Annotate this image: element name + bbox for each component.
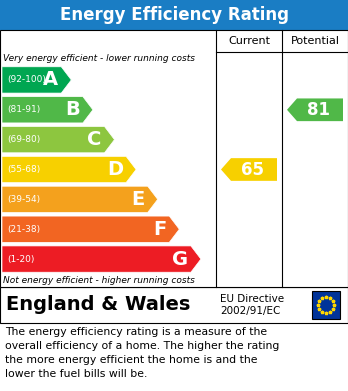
Polygon shape — [2, 97, 93, 123]
Bar — [0, 287, 348, 323]
Polygon shape — [2, 67, 71, 93]
Bar — [0, 0, 348, 30]
Text: C: C — [87, 130, 102, 149]
Text: (69-80): (69-80) — [7, 135, 40, 144]
Polygon shape — [2, 156, 136, 183]
Text: (39-54): (39-54) — [7, 195, 40, 204]
Text: EU Directive: EU Directive — [220, 294, 284, 304]
Text: (21-38): (21-38) — [7, 225, 40, 234]
Text: Potential: Potential — [291, 36, 340, 46]
Text: Not energy efficient - higher running costs: Not energy efficient - higher running co… — [3, 276, 195, 285]
Polygon shape — [2, 216, 179, 242]
Text: 65: 65 — [240, 160, 263, 179]
Text: Very energy efficient - lower running costs: Very energy efficient - lower running co… — [3, 54, 195, 63]
Text: The energy efficiency rating is a measure of the
overall efficiency of a home. T: The energy efficiency rating is a measur… — [5, 327, 279, 379]
Text: (81-91): (81-91) — [7, 105, 40, 114]
Polygon shape — [2, 127, 114, 153]
Text: (92-100): (92-100) — [7, 75, 46, 84]
Text: A: A — [43, 70, 58, 90]
Polygon shape — [287, 99, 343, 121]
Text: Energy Efficiency Rating: Energy Efficiency Rating — [60, 6, 288, 24]
Text: G: G — [172, 249, 188, 269]
Polygon shape — [2, 246, 201, 272]
Text: B: B — [65, 100, 80, 119]
Polygon shape — [2, 186, 158, 212]
Bar — [312, 291, 340, 319]
Text: E: E — [132, 190, 145, 209]
Text: England & Wales: England & Wales — [6, 296, 190, 314]
Text: Current: Current — [228, 36, 270, 46]
Text: (1-20): (1-20) — [7, 255, 34, 264]
Text: 81: 81 — [307, 101, 330, 119]
Bar — [0, 30, 348, 287]
Text: D: D — [107, 160, 123, 179]
Text: 2002/91/EC: 2002/91/EC — [220, 306, 280, 316]
Text: (55-68): (55-68) — [7, 165, 40, 174]
Polygon shape — [221, 158, 277, 181]
Bar — [0, 323, 348, 391]
Text: F: F — [153, 220, 166, 239]
